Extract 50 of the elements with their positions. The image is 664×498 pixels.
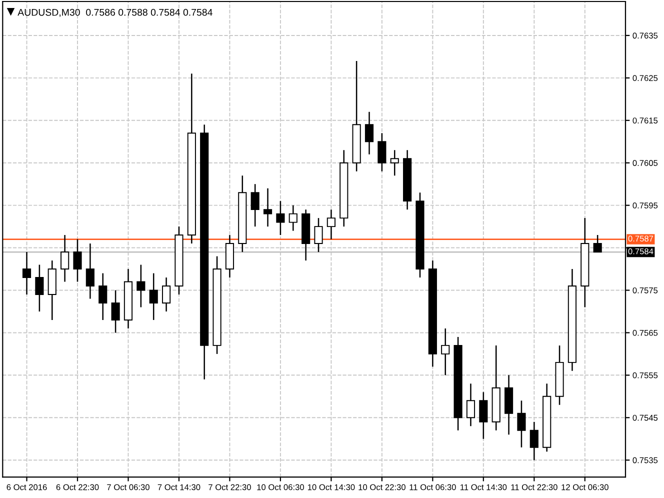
candlestick xyxy=(593,234,602,253)
candlestick xyxy=(466,383,476,427)
candlestick xyxy=(86,242,94,300)
candlestick xyxy=(390,149,399,176)
y-tick-label: 0.7605 xyxy=(632,160,658,166)
y-tick-label: 0.7635 xyxy=(632,32,658,39)
text: AUDUSD,M30 0.7586 0.7588 0.7584 0.7584 xyxy=(18,8,212,17)
ref-line-label: 0.7584 xyxy=(628,248,654,254)
candlestick xyxy=(35,264,44,312)
x-tick-label: 12 Oct 06:30 xyxy=(562,484,608,490)
candlestick xyxy=(263,188,272,228)
candlestick xyxy=(314,217,323,253)
candlestick xyxy=(517,400,526,448)
y-tick-label: 0.7625 xyxy=(632,75,658,82)
x-tick-label: 11 Oct 22:30 xyxy=(511,484,558,490)
candlestick xyxy=(378,132,386,172)
y-tick-label: 0.7545 xyxy=(632,414,658,421)
y-tick-label: 0.7615 xyxy=(632,118,658,124)
x-tick-label: 6 Oct 2016 xyxy=(6,484,47,490)
candlestick xyxy=(288,204,298,232)
candlestick xyxy=(530,421,538,461)
x-tick-label: 10 Oct 22:30 xyxy=(358,484,406,490)
x-tick-label: 6 Oct 22:30 xyxy=(56,484,99,490)
candlestick xyxy=(136,264,146,308)
x-tick-label: 11 Oct 14:30 xyxy=(460,484,507,490)
candlestick xyxy=(276,200,285,236)
candlestick xyxy=(441,328,450,376)
candlestick xyxy=(73,238,82,282)
y-tick-label: 0.7555 xyxy=(632,372,658,378)
ref-line-label: 0.7587 xyxy=(628,236,654,242)
y-tick-label: 0.7575 xyxy=(632,287,658,294)
candlestick xyxy=(326,208,336,240)
candlestick xyxy=(98,272,108,321)
candlestick xyxy=(22,251,32,296)
candlestick xyxy=(479,392,488,440)
candlestick xyxy=(149,272,158,321)
y-tick-label: 0.7535 xyxy=(632,457,658,464)
x-tick-label: 10 Oct 14:30 xyxy=(308,484,355,490)
candlestick xyxy=(162,276,171,312)
y-tick-label: 0.7565 xyxy=(632,330,658,336)
y-tick-label: 0.7595 xyxy=(632,202,658,208)
candlestick xyxy=(60,234,70,282)
x-tick-label: 7 Oct 14:30 xyxy=(158,484,200,490)
candlestick xyxy=(111,290,120,334)
x-tick-label: 11 Oct 06:30 xyxy=(410,484,456,490)
x-tick-label: 7 Oct 22:30 xyxy=(208,484,251,490)
candlestick xyxy=(250,183,260,228)
x-tick-label: 7 Oct 06:30 xyxy=(107,484,150,490)
x-tick-label: 10 Oct 06:30 xyxy=(257,484,304,490)
candlestick xyxy=(364,111,374,155)
